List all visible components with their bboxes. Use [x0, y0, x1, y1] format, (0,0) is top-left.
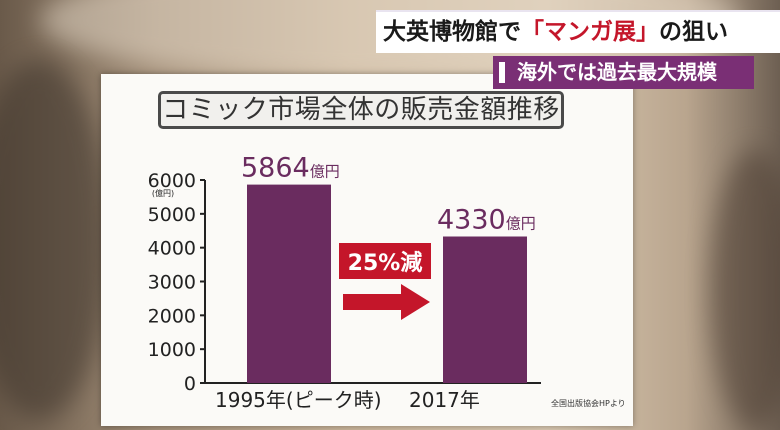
chart-title: コミック市場全体の販売金額推移 [158, 91, 564, 129]
y-axis-unit-label: (億円) [152, 188, 174, 198]
headline-text-before: 大英博物館で [383, 19, 521, 45]
subheadline-marker [499, 62, 505, 83]
bar-value-label: 5864億円 [241, 153, 340, 184]
y-tick-label: 5000 [148, 204, 196, 226]
y-tick-label: 2000 [148, 305, 196, 327]
decrease-badge [339, 243, 431, 279]
bar-value-label: 4330億円 [437, 205, 536, 236]
decrease-label: 25%減 [348, 251, 423, 276]
subheadline-text: 海外では過去最大規模 [517, 60, 717, 84]
y-tick-label: 4000 [148, 238, 196, 260]
headline-banner: 大英博物館で「マンガ展」の狙い [376, 10, 780, 53]
bar [247, 184, 331, 383]
bar-chart: 0 1000 2000 3000 4000 5000 6000(億円) 5864億円 1995年… [148, 153, 541, 412]
y-tick-label: 3000 [148, 272, 196, 294]
chart-board: コミック市場全体の販売金額推移 0 1000 2000 3000 4000 5000 600… [101, 74, 633, 426]
headline-accent-text: 「マンガ展」 [521, 19, 659, 45]
subheadline-banner: 海外では過去最大規模 [493, 56, 754, 89]
y-tick-label: 6000 [148, 170, 196, 192]
y-tick-label: 1000 [148, 339, 196, 361]
bar [443, 236, 527, 383]
x-category-label: 1995年(ピーク時) [215, 388, 382, 412]
source-note: 全国出版協会HPより [551, 399, 626, 408]
y-tick-label: 0 [184, 373, 196, 395]
x-category-label: 2017年 [409, 388, 480, 412]
headline-text-after: の狙い [659, 19, 728, 45]
decrease-arrow [343, 284, 430, 320]
